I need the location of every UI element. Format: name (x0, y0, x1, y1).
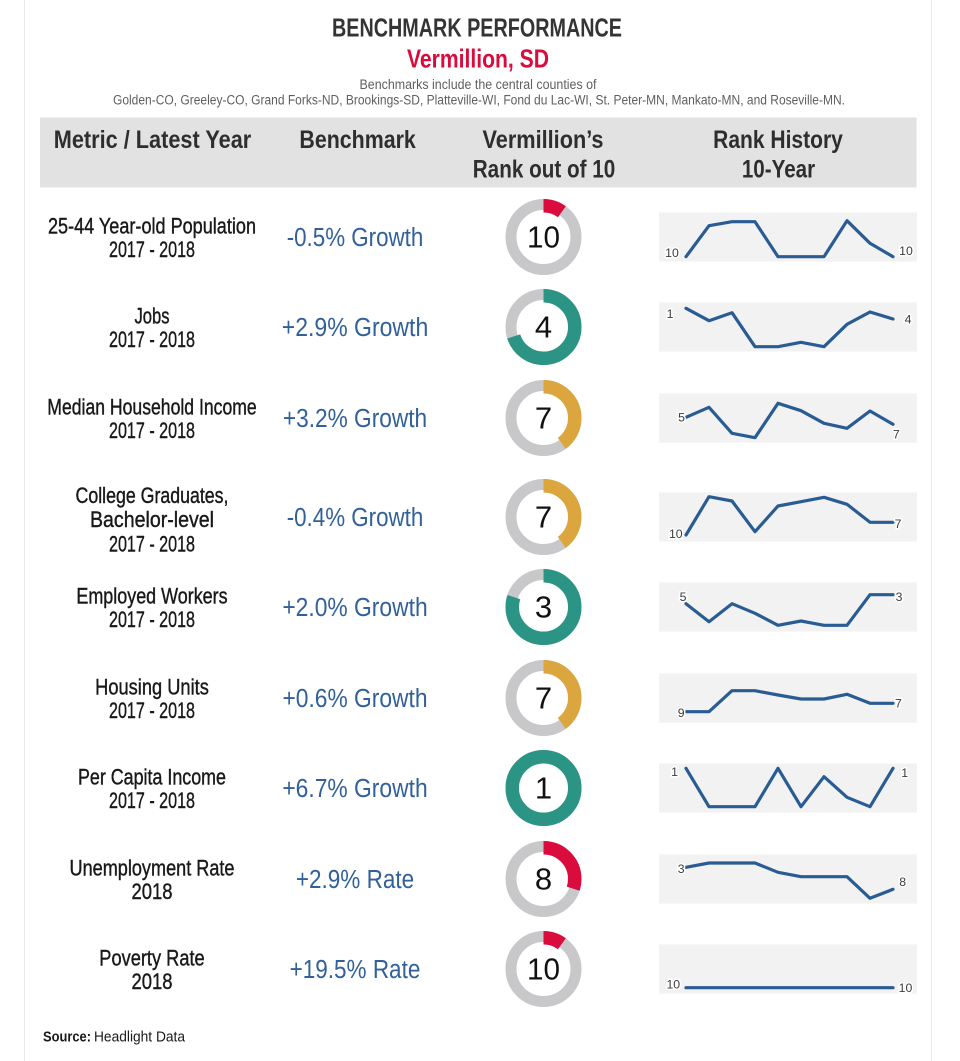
svg-text:Vermillion, SD: Vermillion, SD (407, 43, 549, 73)
svg-text:10: 10 (666, 978, 680, 992)
svg-text:1: 1 (671, 765, 678, 779)
svg-text:Benchmarks include the central: Benchmarks include the central counties … (360, 77, 597, 92)
svg-text:7: 7 (895, 517, 902, 531)
svg-text:College Graduates,: College Graduates, (76, 483, 229, 508)
svg-text:10: 10 (899, 244, 913, 258)
svg-text:2017 - 2018: 2017 - 2018 (109, 531, 195, 556)
svg-text:10: 10 (527, 220, 560, 255)
svg-text:-0.4% Growth: -0.4% Growth (287, 504, 424, 532)
svg-text:9: 9 (678, 706, 685, 720)
svg-text:10-Year: 10-Year (742, 156, 816, 184)
svg-text:+2.9% Growth: +2.9% Growth (282, 314, 429, 342)
svg-text:7: 7 (535, 401, 552, 436)
svg-text:2017 - 2018: 2017 - 2018 (109, 237, 195, 262)
svg-text:BENCHMARK PERFORMANCE: BENCHMARK PERFORMANCE (332, 13, 622, 43)
svg-text:Jobs: Jobs (135, 303, 170, 328)
svg-text:3: 3 (896, 590, 903, 604)
svg-text:4: 4 (905, 313, 912, 327)
svg-text:7: 7 (893, 427, 900, 441)
svg-text:Employed Workers: Employed Workers (76, 583, 227, 608)
svg-text:-0.5% Growth: -0.5% Growth (287, 224, 424, 252)
svg-text:1: 1 (901, 766, 908, 780)
svg-text:10: 10 (899, 981, 913, 995)
svg-text:10: 10 (665, 246, 679, 260)
svg-text:2018: 2018 (132, 879, 173, 904)
svg-text:+19.5% Rate: +19.5% Rate (290, 956, 421, 984)
svg-text:5: 5 (678, 411, 685, 425)
svg-text:5: 5 (680, 590, 687, 604)
svg-text:Rank out of 10: Rank out of 10 (473, 156, 616, 184)
svg-text:3: 3 (535, 590, 552, 625)
svg-text:+6.7% Growth: +6.7% Growth (282, 775, 427, 803)
svg-text:2017 - 2018: 2017 - 2018 (109, 698, 195, 723)
svg-text:+3.2% Growth: +3.2% Growth (283, 405, 427, 433)
svg-text:2017 - 2018: 2017 - 2018 (109, 327, 195, 352)
svg-text:Housing Units: Housing Units (95, 674, 209, 699)
svg-text:7: 7 (535, 500, 552, 535)
svg-text:8: 8 (535, 862, 552, 897)
svg-text:8: 8 (899, 875, 906, 889)
svg-text:Golden-CO, Greeley-CO, Grand F: Golden-CO, Greeley-CO, Grand Forks-ND, B… (113, 92, 845, 107)
svg-text:7: 7 (535, 681, 552, 716)
svg-text:2018: 2018 (132, 969, 173, 994)
svg-text:2017 - 2018: 2017 - 2018 (109, 788, 195, 813)
svg-text:10: 10 (527, 952, 560, 987)
svg-text:Median Household Income: Median Household Income (47, 394, 256, 419)
svg-text:Headlight Data: Headlight Data (94, 1030, 186, 1046)
svg-text:3: 3 (678, 862, 685, 876)
svg-text:2017 - 2018: 2017 - 2018 (109, 418, 195, 443)
svg-text:Poverty Rate: Poverty Rate (99, 945, 204, 970)
svg-text:+2.9% Rate: +2.9% Rate (296, 866, 414, 894)
svg-text:Benchmark: Benchmark (299, 126, 415, 154)
svg-text:Vermillion’s: Vermillion’s (483, 126, 604, 154)
svg-text:Unemployment Rate: Unemployment Rate (70, 855, 235, 880)
svg-text:1: 1 (535, 771, 552, 806)
svg-text:Source:: Source: (43, 1030, 91, 1046)
svg-text:4: 4 (535, 310, 552, 345)
svg-text:7: 7 (895, 697, 902, 711)
svg-text:2017 - 2018: 2017 - 2018 (109, 607, 195, 632)
svg-text:Metric / Latest Year: Metric / Latest Year (54, 126, 252, 154)
svg-text:25-44 Year-old Population: 25-44 Year-old Population (48, 213, 256, 238)
svg-text:1: 1 (667, 307, 674, 321)
svg-text:+0.6% Growth: +0.6% Growth (283, 685, 428, 713)
svg-text:Per Capita Income: Per Capita Income (78, 764, 226, 789)
svg-text:Bachelor-level: Bachelor-level (90, 507, 214, 532)
svg-text:10: 10 (669, 527, 683, 541)
svg-text:Rank History: Rank History (713, 126, 843, 154)
svg-text:+2.0% Growth: +2.0% Growth (282, 594, 427, 622)
